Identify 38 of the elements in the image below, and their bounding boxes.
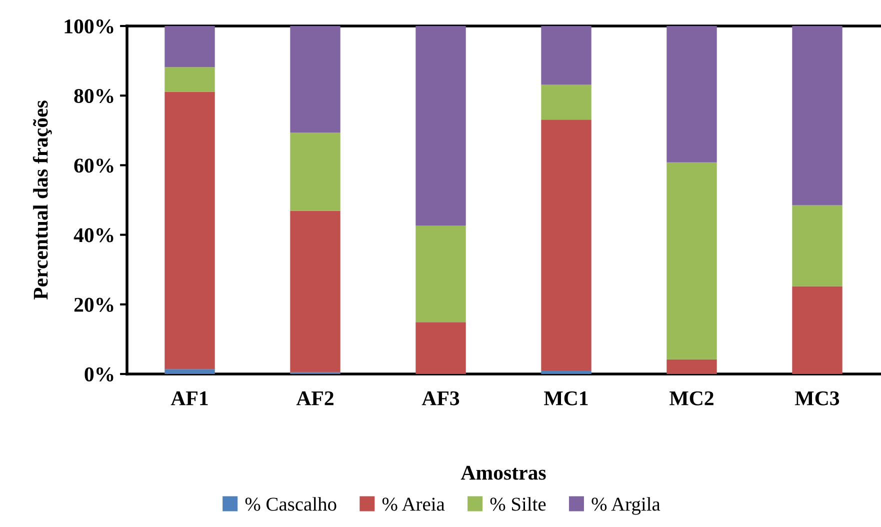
y-tick-label: 20% — [74, 298, 114, 312]
bar — [164, 92, 215, 370]
y-tick-label: 100% — [64, 19, 114, 34]
y-tick-label: 40% — [74, 228, 114, 242]
x-tick-label: AF1 — [170, 391, 208, 406]
bar — [290, 132, 340, 211]
x-tick-label: MC3 — [795, 391, 840, 406]
bar — [290, 210, 340, 372]
y-tick-label: 80% — [74, 88, 114, 104]
legend-label: % Argila — [592, 497, 660, 515]
bar — [666, 359, 717, 374]
bar — [416, 26, 466, 226]
bar — [792, 26, 842, 206]
bar — [164, 26, 215, 68]
bar — [290, 26, 340, 132]
y-tick-label: 60% — [74, 158, 114, 173]
x-tick-label: MC1 — [544, 391, 588, 406]
bar — [792, 286, 842, 374]
bar — [164, 369, 215, 374]
x-tick-label: AF3 — [422, 391, 460, 406]
y-axis-title: Percentual das frações — [32, 100, 52, 300]
legend-label: % Silte — [490, 497, 546, 511]
y-tick-label: 0% — [84, 367, 114, 382]
bar — [541, 120, 592, 371]
x-tick-label: AF2 — [296, 391, 334, 406]
bar — [541, 84, 592, 120]
bar — [416, 322, 466, 374]
bar — [416, 226, 466, 322]
legend-label: % Cascalho — [245, 497, 336, 511]
bar — [792, 205, 842, 286]
bar — [666, 26, 717, 162]
bar — [541, 370, 592, 374]
bar — [164, 67, 215, 92]
bar — [666, 162, 717, 360]
x-axis-title: Amostras — [460, 466, 546, 480]
legend-label: % Areia — [382, 498, 445, 511]
x-tick-label: MC2 — [670, 391, 714, 406]
bar — [541, 26, 592, 85]
